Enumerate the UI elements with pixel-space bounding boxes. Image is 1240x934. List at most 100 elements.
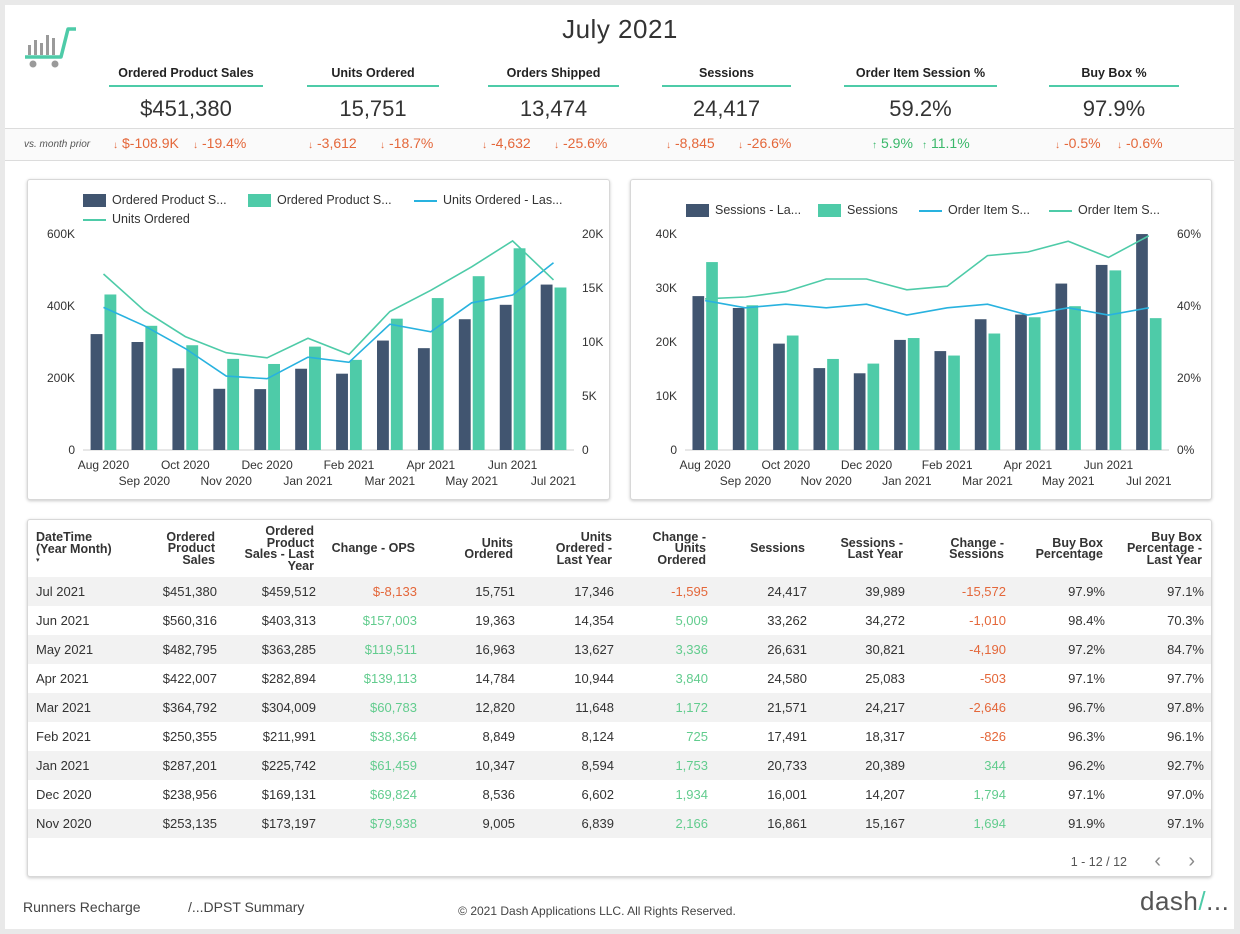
legend-label[interactable]: Sessions - La... xyxy=(715,203,802,217)
table-cell: 5,009 xyxy=(675,613,708,628)
x-tick-label: Dec 2020 xyxy=(841,458,893,472)
table-cell: 20,733 xyxy=(767,758,807,773)
x-tick-label: Dec 2020 xyxy=(241,458,293,472)
table-cell: $61,459 xyxy=(370,758,417,773)
bar-last-year xyxy=(213,388,226,450)
column-header[interactable]: Change - Sessions xyxy=(949,537,1004,561)
monthly-data-table: DateTime (Year Month) ▾ Ordered Product Sales… xyxy=(27,519,1212,877)
table-row[interactable]: Jul 2021 $451,380 $459,512 $-8,133 15,751 17,… xyxy=(28,577,1211,606)
x-tick-label: Oct 2020 xyxy=(761,458,810,472)
table-row[interactable]: Dec 2020 $238,956 $169,131 $69,824 8,536 6,60… xyxy=(28,780,1211,809)
table-cell: $211,991 xyxy=(262,729,316,744)
legend-label[interactable]: Units Ordered - Las... xyxy=(443,193,563,207)
kpi-label: Buy Box % xyxy=(1049,66,1179,87)
column-header[interactable]: Sessions - Last Year xyxy=(840,535,903,561)
kpi-delta-abs: ↓ $-108.9K xyxy=(113,135,179,151)
header-line: Product xyxy=(266,535,314,550)
next-page-icon[interactable]: › xyxy=(1188,850,1195,872)
table-cell: 8,536 xyxy=(482,787,515,802)
y2-tick-label: 5K xyxy=(582,389,597,403)
column-header[interactable]: Change - OPS xyxy=(332,542,415,555)
brand-text: dash xyxy=(1140,886,1199,916)
column-header[interactable]: Ordered Product Sales - Last Year xyxy=(244,525,314,572)
table-row[interactable]: Feb 2021 $250,355 $211,991 $38,364 8,849 8,12… xyxy=(28,722,1211,751)
header-line: Product xyxy=(167,541,215,556)
comparison-label: vs. month prior xyxy=(24,139,91,150)
column-header[interactable]: Units Ordered - Last Year xyxy=(556,531,612,567)
table-row[interactable]: Jun 2021 $560,316 $403,313 $157,003 19,363 14… xyxy=(28,606,1211,635)
x-tick-label: Feb 2021 xyxy=(922,458,973,472)
column-header[interactable]: DateTime (Year Month) ▾ xyxy=(36,531,112,567)
column-header[interactable]: Units Ordered xyxy=(464,537,513,561)
kpi-delta-abs: ↓ -4,632 xyxy=(482,135,531,151)
table-cell: 12,820 xyxy=(475,700,515,715)
table-cell: 16,861 xyxy=(767,816,807,831)
column-header[interactable]: Ordered Product Sales xyxy=(166,531,215,567)
table-row[interactable]: Nov 2020 $253,135 $173,197 $79,938 9,005 6,83… xyxy=(28,809,1211,838)
bar-current xyxy=(746,305,759,450)
bar-last-year xyxy=(1095,264,1108,450)
legend-label[interactable]: Sessions xyxy=(847,203,898,217)
sort-desc-icon[interactable]: ▾ xyxy=(36,557,40,564)
table-cell: 3,840 xyxy=(675,671,708,686)
column-header[interactable]: Change - Units Ordered xyxy=(653,531,706,567)
legend-label[interactable]: Order Item S... xyxy=(948,203,1030,217)
kpi-units-ordered: Units Ordered 15,751 xyxy=(307,66,439,122)
bar-last-year xyxy=(692,296,705,450)
table-row[interactable]: May 2021 $482,795 $363,285 $119,511 16,963 13… xyxy=(28,635,1211,664)
bar-last-year xyxy=(540,284,553,450)
table-cell: 96.2% xyxy=(1068,758,1105,773)
bar-last-year xyxy=(336,373,348,450)
table-cell: Feb 2021 xyxy=(36,729,91,744)
table-row[interactable]: Mar 2021 $364,792 $304,009 $60,783 12,820 11,… xyxy=(28,693,1211,722)
column-header[interactable]: Buy Box Percentage xyxy=(1036,535,1103,561)
y2-tick-label: 15K xyxy=(582,281,603,295)
bar-last-year xyxy=(295,368,308,450)
table-cell: 10,347 xyxy=(475,758,515,773)
legend-label[interactable]: Units Ordered xyxy=(112,212,190,226)
kpi-label: Units Ordered xyxy=(307,66,439,87)
table-cell: 1,694 xyxy=(973,816,1006,831)
kpi-value: 24,417 xyxy=(692,96,761,121)
header-line: Sessions - xyxy=(840,535,903,550)
bar-current xyxy=(309,346,321,450)
footer-link-dpst-summary[interactable]: /...DPST Summary xyxy=(188,899,305,915)
bar-last-year xyxy=(974,319,987,450)
header-line: Sales - Last xyxy=(244,547,314,561)
footer-link-runners-recharge[interactable]: Runners Recharge xyxy=(23,899,141,915)
table-row[interactable]: Jan 2021 $287,201 $225,742 $61,459 10,347 8,5… xyxy=(28,751,1211,780)
bar-last-year xyxy=(90,334,103,450)
delta-value: 5.9% xyxy=(881,135,913,151)
bar-current xyxy=(948,355,960,450)
table-cell: Jul 2021 xyxy=(36,584,86,599)
column-header[interactable]: Sessions xyxy=(750,542,805,555)
legend-label[interactable]: Ordered Product S... xyxy=(277,193,392,207)
dash-brand-logo: dash/... xyxy=(1140,886,1229,917)
y-tick-label: 0 xyxy=(68,443,75,457)
table-cell: $139,113 xyxy=(363,671,417,686)
table-cell: $173,197 xyxy=(261,816,316,831)
table-cell: 17,346 xyxy=(574,584,614,599)
kpi-delta-pct: ↓ -25.6% xyxy=(554,135,607,151)
table-row[interactable]: Apr 2021 $422,007 $282,894 $139,113 14,784 10… xyxy=(28,664,1211,693)
header-line: Ordered xyxy=(657,552,706,567)
table-body: Jul 2021 $451,380 $459,512 $-8,133 15,751 17,… xyxy=(28,577,1211,850)
prev-page-icon[interactable]: ‹ xyxy=(1154,850,1161,872)
y2-tick-label: 20K xyxy=(582,227,603,241)
legend-swatch xyxy=(919,210,942,212)
column-header[interactable]: Buy Box Percentage - Last Year xyxy=(1127,531,1202,567)
header-line: Buy Box xyxy=(1052,535,1103,550)
table-cell: 10,944 xyxy=(574,671,614,686)
table-cell: 725 xyxy=(686,729,708,744)
table-cell: -1,010 xyxy=(969,613,1006,628)
kpi-delta-abs: ↓ -3,612 xyxy=(308,135,357,151)
table-cell: 19,363 xyxy=(475,613,515,628)
legend-label[interactable]: Ordered Product S... xyxy=(112,193,227,207)
kpi-order-item-session-pct: Order Item Session % 59.2% xyxy=(844,66,997,122)
legend-label[interactable]: Order Item S... xyxy=(1078,203,1160,217)
kpi-value: 97.9% xyxy=(1082,96,1146,121)
table-cell: 84.7% xyxy=(1167,642,1204,657)
table-cell: 96.1% xyxy=(1167,729,1204,744)
table-cell: 70.3% xyxy=(1167,613,1204,628)
bar-last-year xyxy=(732,307,745,450)
